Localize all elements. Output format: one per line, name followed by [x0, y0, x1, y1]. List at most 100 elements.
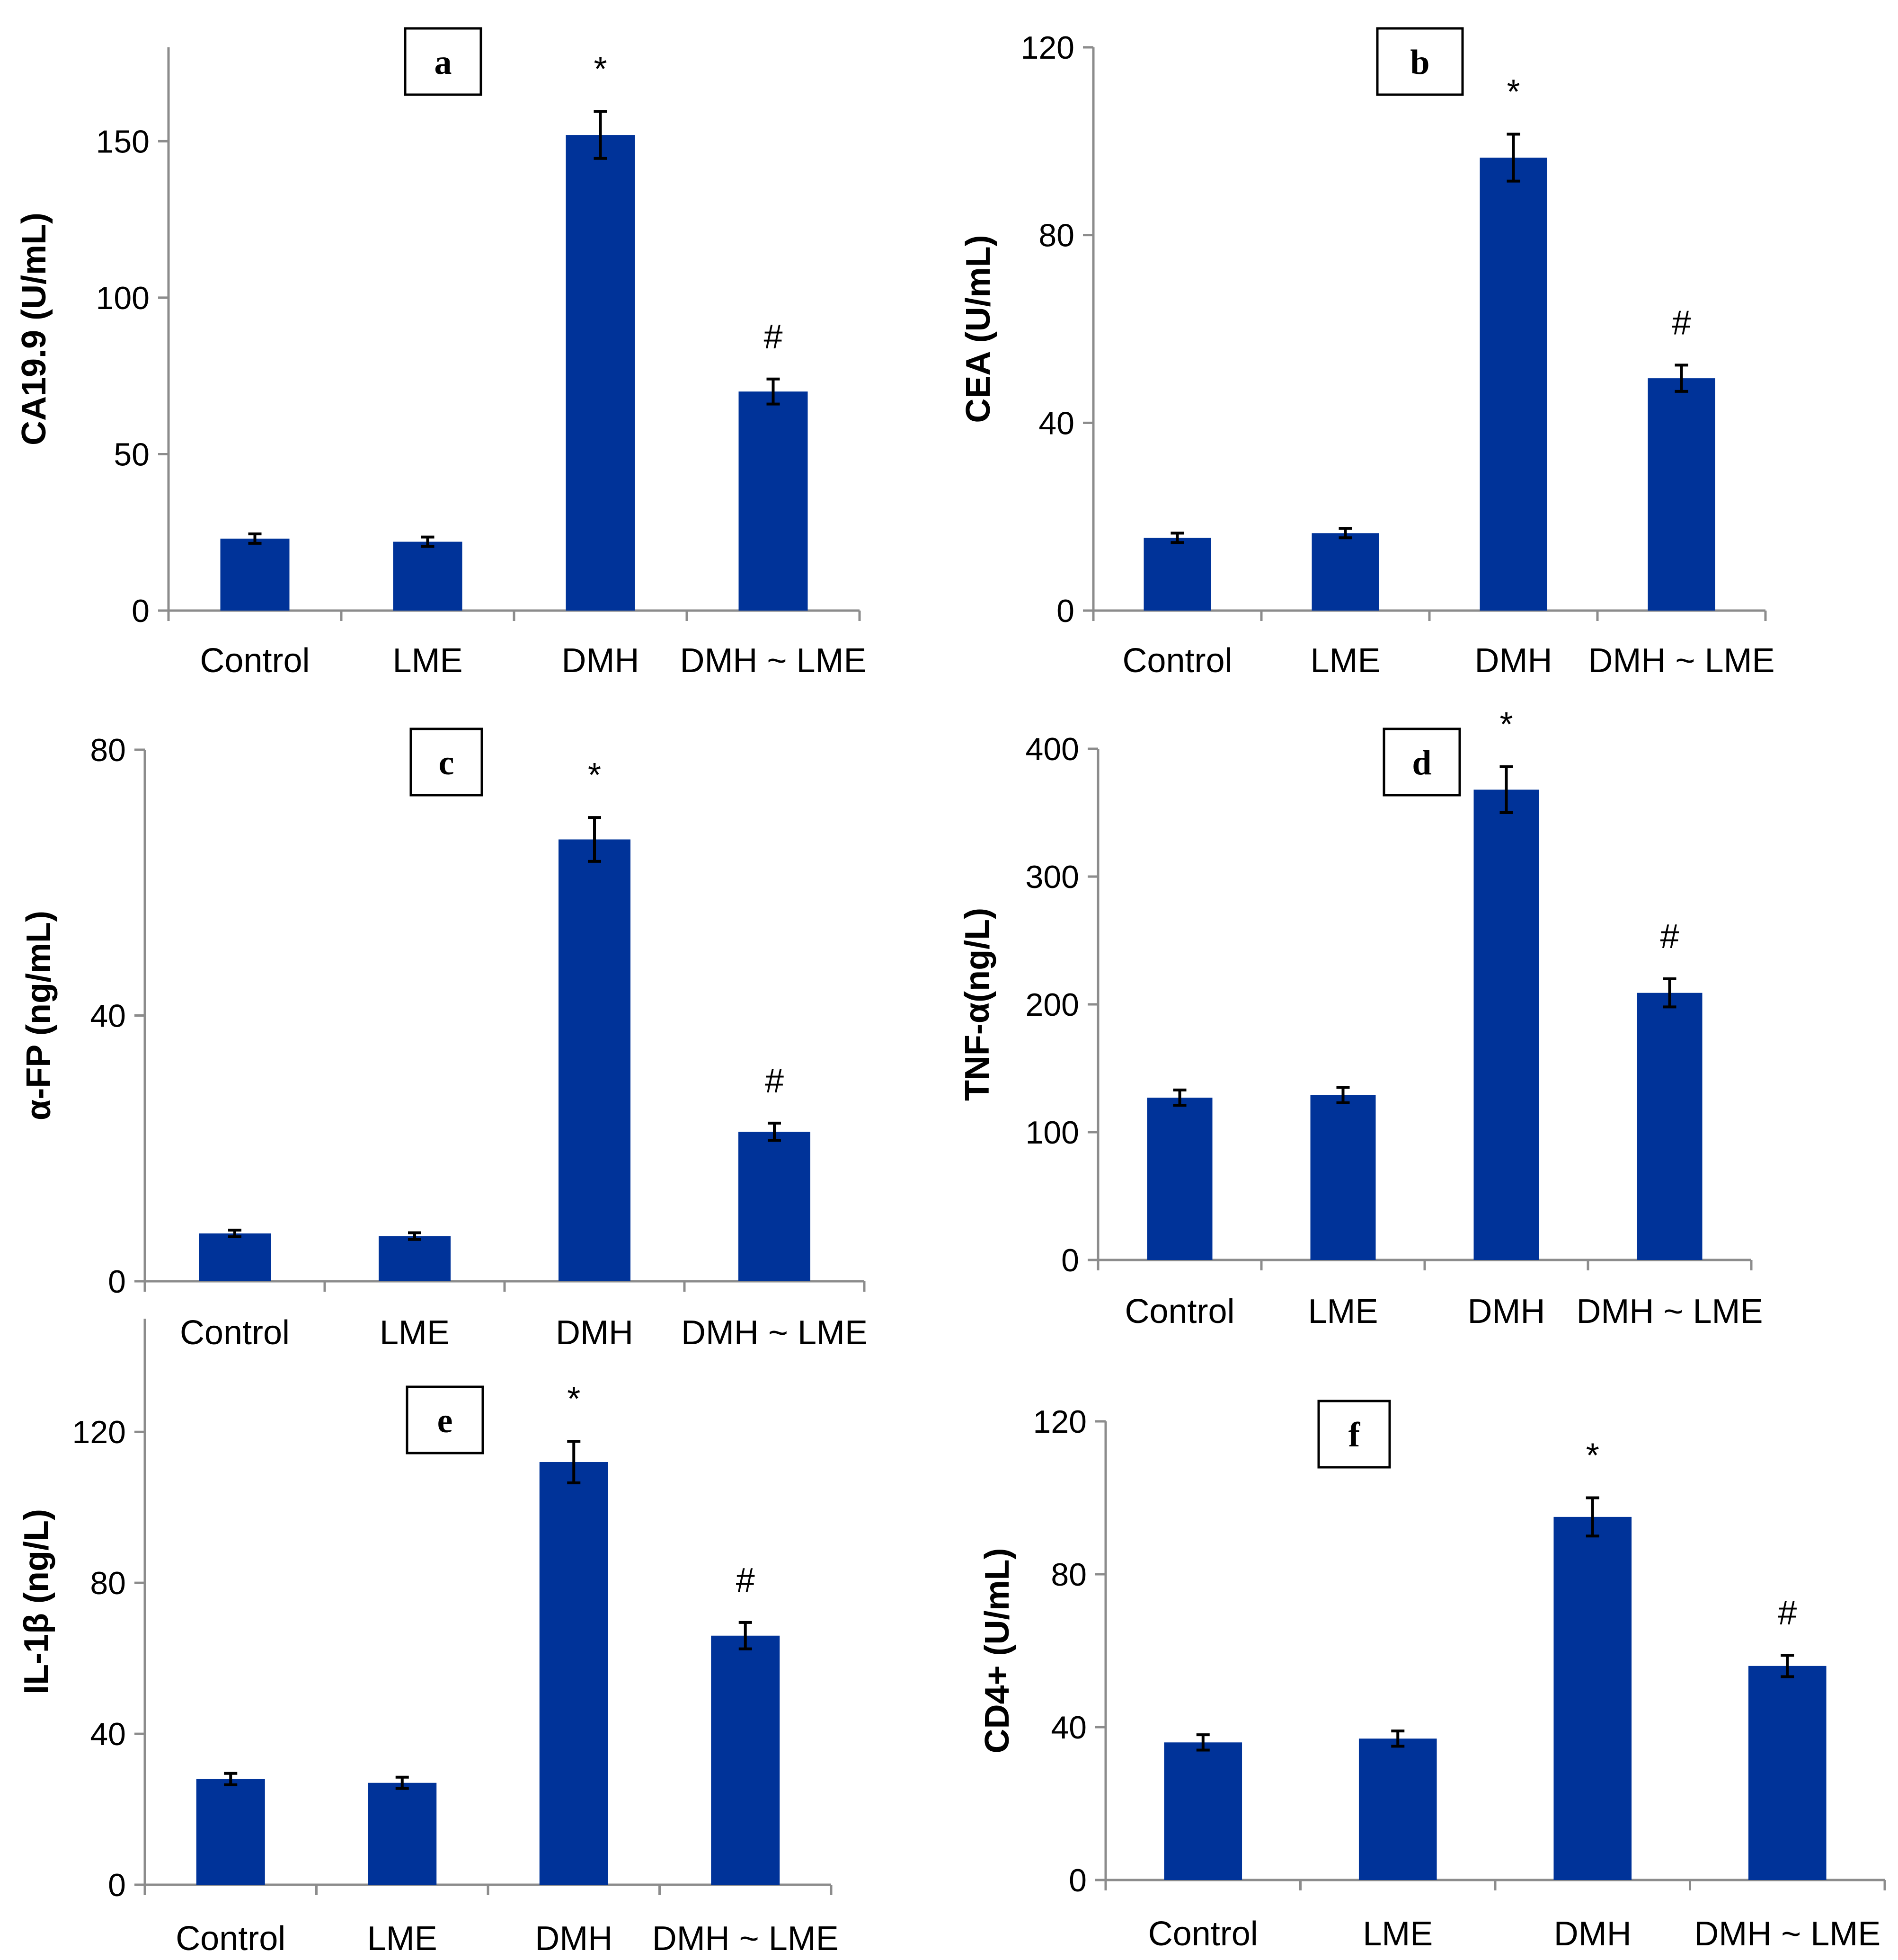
category-label: LME	[380, 1314, 450, 1352]
category-label: LME	[1310, 642, 1380, 680]
significance-mark: *	[1507, 73, 1520, 111]
category-label: Control	[176, 1920, 285, 1958]
category-label: DMH ~ LME	[1588, 642, 1774, 680]
bar-control	[1147, 1098, 1213, 1260]
significance-mark: #	[1778, 1594, 1797, 1632]
bar-lme	[393, 541, 462, 611]
y-tick-label: 400	[1026, 731, 1079, 767]
y-tick-label: 0	[108, 1867, 126, 1903]
y-tick-label: 150	[96, 124, 150, 160]
significance-mark: *	[1586, 1437, 1599, 1475]
y-tick-label: 0	[108, 1264, 126, 1300]
y-axis-title: CA19.9 (U/mL)	[15, 213, 53, 445]
category-label: LME	[392, 642, 462, 680]
bar-dmh-lme	[738, 1132, 810, 1281]
significance-mark: *	[594, 51, 607, 89]
y-tick-label: 120	[1033, 1404, 1087, 1440]
bar-lme	[368, 1783, 437, 1885]
chart-panel-e: 0 40 80 120 Control LME * DMH # DMH ~ LME IL-1β (n…	[18, 1319, 839, 1958]
y-tick-label: 40	[90, 998, 126, 1034]
chart-panel-f: 0 40 80 120 Control LME * DMH # DMH ~ LME CD4+ (U/…	[978, 1400, 1886, 1953]
significance-mark: *	[588, 756, 601, 794]
y-tick-label: 80	[90, 1565, 126, 1601]
bar-control	[220, 538, 290, 611]
y-axis-title: α-FP (ng/mL)	[20, 911, 58, 1120]
significance-mark: #	[1660, 918, 1679, 956]
panel-label: b	[1410, 43, 1429, 82]
panel-label: f	[1348, 1416, 1361, 1454]
category-label: DMH ~ LME	[681, 1314, 868, 1352]
y-tick-label: 80	[90, 732, 126, 768]
chart-panel-a: 0 50 100 150 Control LME * DMH # DMH ~ LME CA19.9 …	[15, 27, 867, 680]
panel-label: d	[1412, 744, 1431, 782]
y-tick-label: 100	[1026, 1115, 1079, 1151]
y-tick-label: 0	[1056, 593, 1074, 629]
panel-label-box	[409, 727, 483, 797]
category-label: LME	[1308, 1293, 1378, 1330]
significance-mark: *	[1499, 706, 1513, 744]
panel-label-box	[404, 27, 482, 96]
category-label: DMH	[1554, 1915, 1632, 1953]
panel-label: c	[439, 744, 454, 782]
y-tick-label: 0	[1061, 1242, 1079, 1278]
y-axis-title: TNF-α(ng/L)	[958, 908, 996, 1101]
panel-label-box	[406, 1385, 484, 1454]
bar-control	[199, 1233, 271, 1281]
category-label: Control	[1125, 1293, 1234, 1330]
y-axis-title: CD4+ (U/mL)	[978, 1548, 1016, 1753]
bar-dmh-lme	[711, 1635, 780, 1885]
bar-dmh	[1480, 158, 1547, 611]
category-label: Control	[1148, 1915, 1258, 1953]
significance-mark: #	[1672, 304, 1691, 342]
category-label: DMH	[535, 1920, 612, 1958]
panel-label-box	[1376, 27, 1464, 96]
category-label: LME	[367, 1920, 437, 1958]
y-tick-label: 40	[90, 1716, 126, 1752]
significance-mark: #	[765, 1062, 784, 1100]
category-label: Control	[1122, 642, 1232, 680]
category-label: DMH ~ LME	[652, 1920, 839, 1958]
bar-dmh	[566, 135, 635, 611]
chart-panel-c: 0 40 80 Control LME * DMH # DMH ~ LME α-FP (ng/mL…	[20, 727, 868, 1352]
category-label: Control	[200, 642, 310, 680]
bar-lme	[1312, 533, 1379, 611]
chart-panel-b: 0 40 80 120 Control LME * DMH # DMH ~ LME CEA (U/m…	[959, 27, 1775, 680]
bar-dmh-lme	[1748, 1666, 1827, 1880]
y-tick-label: 0	[1069, 1862, 1087, 1898]
y-tick-label: 100	[96, 280, 150, 316]
category-label: DMH	[562, 642, 639, 680]
bar-dmh-lme	[1648, 378, 1715, 611]
y-axis-title: CEA (U/mL)	[959, 235, 997, 423]
category-label: DMH ~ LME	[680, 642, 866, 680]
bar-control	[196, 1779, 265, 1885]
y-tick-label: 200	[1026, 987, 1079, 1023]
bar-lme	[1310, 1095, 1376, 1260]
y-tick-label: 300	[1026, 859, 1079, 895]
bar-dmh	[1473, 789, 1539, 1260]
y-tick-label: 80	[1051, 1557, 1087, 1593]
bar-control	[1144, 538, 1211, 611]
category-label: Control	[180, 1314, 290, 1352]
panel-label-box	[1317, 1400, 1391, 1469]
y-tick-label: 120	[72, 1414, 126, 1450]
y-tick-label: 40	[1051, 1710, 1087, 1746]
bar-dmh	[539, 1462, 608, 1885]
panel-label: a	[435, 43, 452, 82]
bar-dmh-lme	[1637, 993, 1703, 1260]
y-tick-label: 120	[1021, 30, 1074, 66]
chart-panel-d: 0 100 200 300 400 Control LME * DMH # DMH ~ LME TNF…	[958, 706, 1763, 1330]
category-label: DMH	[1475, 642, 1552, 680]
significance-mark: #	[763, 318, 782, 356]
y-tick-label: 80	[1038, 218, 1074, 254]
bar-dmh	[1553, 1517, 1632, 1880]
bar-dmh	[559, 839, 630, 1281]
category-label: DMH	[556, 1314, 633, 1352]
category-label: DMH ~ LME	[1576, 1293, 1763, 1330]
panel-label-box	[1383, 727, 1461, 797]
bar-lme	[379, 1236, 451, 1281]
panel-label: e	[437, 1401, 453, 1440]
y-axis-title: IL-1β (ng/L)	[18, 1509, 55, 1694]
y-tick-label: 40	[1038, 405, 1074, 441]
y-tick-label: 50	[114, 436, 150, 472]
